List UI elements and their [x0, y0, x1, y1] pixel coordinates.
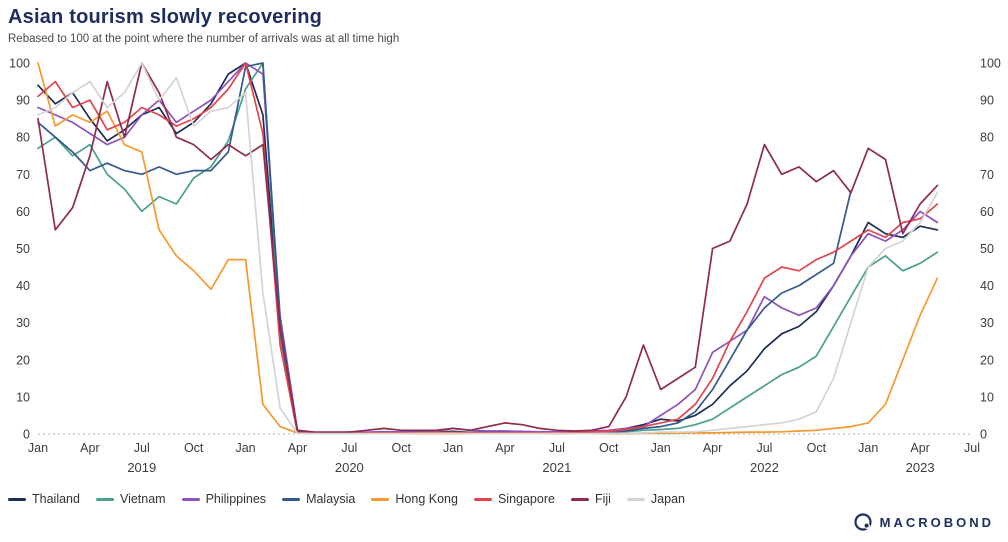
- chart-header: Asian tourism slowly recovering Rebased …: [8, 6, 399, 45]
- x-axis-label: Oct: [599, 441, 619, 455]
- legend-swatch: [570, 497, 589, 501]
- x-axis-label: Jan: [858, 441, 878, 455]
- legend-item-hong-kong: Hong Kong: [371, 492, 458, 506]
- legend-swatch: [473, 497, 492, 501]
- y-axis-label-right: 90: [980, 94, 994, 108]
- y-axis-label-left: 60: [16, 205, 30, 219]
- legend-label: Singapore: [497, 492, 555, 506]
- x-axis-label: Jan: [28, 441, 48, 455]
- series-line-japan: [37, 62, 939, 435]
- y-axis-label-right: 50: [980, 242, 994, 256]
- x-axis-label: Apr: [80, 441, 99, 455]
- y-axis-label-left: 50: [16, 242, 30, 256]
- y-axis-label-left: 90: [16, 94, 30, 108]
- x-axis-label: Jul: [134, 441, 150, 455]
- series-line-philippines: [37, 62, 939, 434]
- y-axis-label-left: 0: [23, 428, 30, 442]
- legend-swatch: [181, 497, 200, 501]
- x-axis-year-label: 2019: [127, 460, 156, 475]
- x-axis-label: Apr: [495, 441, 514, 455]
- y-axis-label-left: 40: [16, 279, 30, 293]
- x-axis-year-label: 2023: [906, 460, 935, 475]
- x-axis-label: Apr: [288, 441, 307, 455]
- x-axis-year-label: 2020: [335, 460, 364, 475]
- x-axis-label: Jul: [756, 441, 772, 455]
- legend-item-thailand: Thailand: [8, 492, 80, 506]
- y-axis-label-right: 10: [980, 390, 994, 404]
- legend-item-japan: Japan: [626, 492, 685, 506]
- macrobond-wordmark: MACROBOND: [879, 514, 994, 530]
- y-axis-label-right: 0: [980, 428, 987, 442]
- x-axis-year-label: 2021: [542, 460, 571, 475]
- y-axis-label-right: 40: [980, 279, 994, 293]
- x-axis-label: Jan: [443, 441, 463, 455]
- legend-item-malaysia: Malaysia: [282, 492, 355, 506]
- x-axis-year-label: 2022: [750, 460, 779, 475]
- x-axis-label: Jan: [235, 441, 255, 455]
- x-axis-label: Oct: [807, 441, 827, 455]
- x-axis-label: Jul: [549, 441, 565, 455]
- x-axis-label: Apr: [703, 441, 722, 455]
- y-axis-label-right: 100: [980, 57, 1001, 71]
- x-axis-label: Apr: [910, 441, 929, 455]
- legend-item-vietnam: Vietnam: [95, 492, 166, 506]
- legend-label: Fiji: [594, 492, 611, 506]
- legend-label: Thailand: [32, 492, 80, 506]
- y-axis-label-left: 100: [9, 57, 30, 71]
- y-axis-label-right: 70: [980, 168, 994, 182]
- x-axis-label: Jul: [341, 441, 357, 455]
- macrobond-logo: MACROBOND: [853, 512, 994, 532]
- legend-swatch: [8, 497, 26, 501]
- series-line-fiji: [37, 62, 939, 433]
- legend: Thailand Vietnam Philippines Malaysia Hong K…: [8, 492, 685, 506]
- y-axis-label-left: 30: [16, 316, 30, 330]
- legend-label: Japan: [650, 492, 685, 506]
- legend-label: Malaysia: [306, 492, 356, 506]
- legend-swatch: [282, 497, 301, 501]
- legend-label: Vietnam: [119, 492, 166, 506]
- legend-label: Hong Kong: [395, 492, 458, 506]
- legend-label: Philippines: [205, 492, 267, 506]
- y-axis-label-right: 80: [980, 131, 994, 145]
- y-axis-label-left: 80: [16, 131, 30, 145]
- x-axis-label: Oct: [391, 441, 411, 455]
- legend-item-fiji: Fiji: [570, 492, 611, 506]
- chart-subtitle: Rebased to 100 at the point where the nu…: [8, 33, 400, 45]
- y-axis-label-left: 70: [16, 168, 30, 182]
- y-axis-label-left: 10: [16, 390, 30, 404]
- y-axis-label-right: 20: [980, 353, 994, 367]
- legend-item-philippines: Philippines: [181, 492, 267, 506]
- x-axis-label: Jan: [651, 441, 671, 455]
- y-axis-label-left: 20: [16, 353, 30, 367]
- chart-title: Asian tourism slowly recovering: [8, 6, 323, 28]
- x-axis-label: Oct: [184, 441, 204, 455]
- legend-swatch: [371, 497, 390, 501]
- series-line-malaysia: [37, 62, 852, 435]
- y-axis-label-right: 60: [980, 205, 994, 219]
- legend-swatch: [95, 497, 114, 501]
- x-axis-label: Jul: [964, 441, 980, 455]
- legend-item-singapore: Singapore: [473, 492, 555, 506]
- macrobond-icon: [854, 513, 872, 531]
- legend-swatch: [626, 497, 645, 501]
- y-axis-label-right: 30: [980, 316, 994, 330]
